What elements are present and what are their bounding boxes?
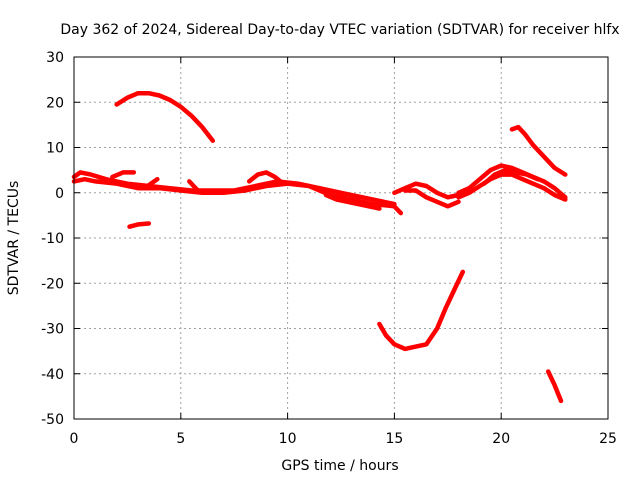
x-tick-label: 5 [176,431,185,447]
y-tick-label: -20 [41,276,64,292]
series-arc-right-mid [481,167,540,186]
y-tick-label: -10 [41,231,64,247]
series-arc-bump-9h [246,170,286,186]
y-tick-label: 20 [46,95,64,111]
series-arc-small-1 [142,176,160,191]
series-arc-neg8 [127,221,152,229]
y-tick-label: 30 [46,50,64,66]
series-arc-small-2 [187,179,201,193]
series-layer [71,90,568,404]
y-tick-label: 10 [46,141,64,157]
axis-ticks: 0 5 10 15 20 25 -50 -40 -30 -20 -10 0 10 20 30 [41,50,617,447]
series-arc-early-bump [110,170,137,180]
series-arc-neg-43 [545,369,564,404]
series-arc-neg-34 [377,269,466,352]
x-tick-label: 20 [492,431,510,447]
series-arc-right-upper [456,163,568,200]
y-tick-label: 0 [55,186,64,202]
series-arc-16h-lower [402,188,461,209]
y-tick-label: -30 [41,322,64,338]
series-arc-drop-15h [390,201,404,216]
grid [74,57,608,419]
x-tick-label: 25 [599,431,617,447]
series-arc-top-left [114,90,216,143]
series-arc-main-upper [71,170,397,207]
y-tick-label: -50 [41,412,64,428]
chart-title: Day 362 of 2024, Sidereal Day-to-day VTE… [60,22,619,38]
y-axis-label: SDTVAR / TECUs [6,181,22,296]
y-tick-label: -40 [41,367,64,383]
x-tick-label: 0 [70,431,79,447]
series-arc-16h-upper [392,181,461,200]
series-arc-right-lower [456,172,568,202]
x-tick-label: 10 [279,431,297,447]
series-arc-top-right [509,124,568,177]
series-arc-main-lower [71,176,397,209]
series-arc-noisy-12h [323,192,382,211]
x-tick-label: 15 [385,431,403,447]
x-axis-label: GPS time / hours [281,458,398,474]
